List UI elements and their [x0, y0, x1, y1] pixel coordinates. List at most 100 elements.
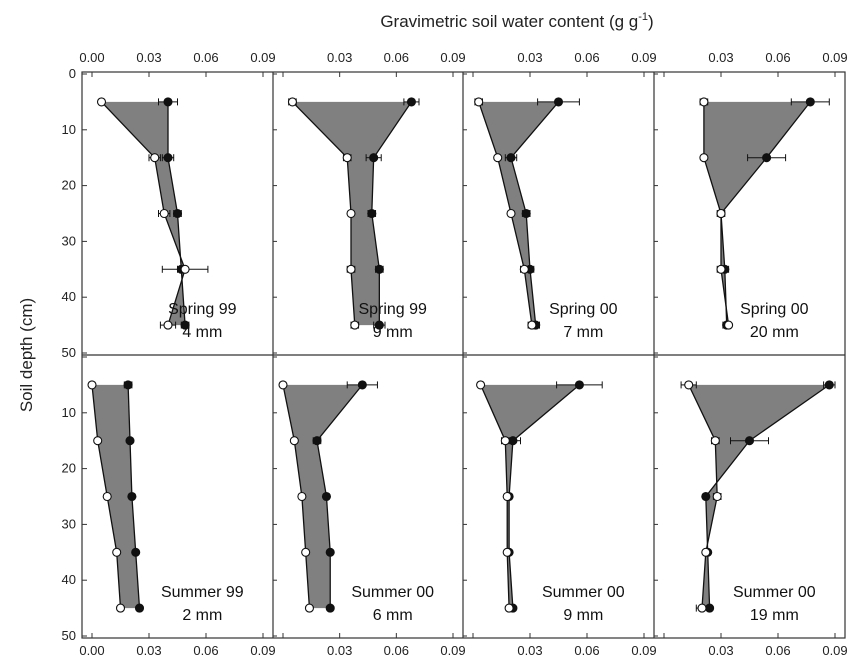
open-point: [180, 264, 190, 274]
open-point: [96, 97, 107, 107]
shaded-area: [703, 101, 811, 326]
panel-amount-label: 7 mm: [563, 324, 603, 341]
panel-5: Summer 99 2 mm: [87, 380, 244, 624]
y-tick-label: 50: [62, 628, 76, 643]
y-tick-label: 20: [62, 461, 76, 476]
open-point: [350, 320, 360, 330]
filled-point: [172, 208, 183, 219]
panel-season-label: Spring 99: [168, 301, 237, 318]
open-point: [297, 491, 307, 502]
filled-point: [180, 320, 190, 330]
x-tick-label-top: 0.06: [574, 50, 599, 65]
y-tick-label: 0: [69, 66, 76, 81]
panel-amount-label: 2 mm: [182, 607, 222, 624]
open-point: [102, 491, 112, 502]
open-point: [342, 153, 352, 163]
x-tick-label-top: 0.09: [822, 50, 847, 65]
panel-amount-label: 9 mm: [563, 607, 603, 624]
open-point: [493, 153, 503, 163]
filled-point: [127, 491, 137, 502]
open-point: [699, 153, 709, 163]
x-tick-label-top: 0.00: [79, 50, 104, 65]
filled-point: [163, 153, 173, 163]
filled-point: [357, 380, 367, 390]
filled-point: [406, 97, 416, 107]
filled-point: [163, 97, 173, 107]
filled-point: [744, 436, 755, 446]
filled-point: [506, 153, 516, 163]
shaded-area: [688, 384, 830, 609]
x-tick-label-top: 0.09: [250, 50, 275, 65]
open-point: [301, 547, 311, 557]
open-point: [476, 380, 486, 390]
panel-1: Spring 99 4 mm: [96, 97, 237, 341]
shaded-area: [101, 101, 186, 326]
open-point: [502, 547, 512, 557]
filled-point: [374, 320, 384, 330]
x-tick-label-top: 0.03: [517, 50, 542, 65]
filled-point: [321, 491, 331, 502]
filled-point: [312, 436, 322, 446]
x-tick-label-bottom: 0.09: [822, 643, 847, 658]
panel-amount-label: 19 mm: [750, 607, 799, 624]
open-point: [697, 603, 707, 613]
open-point: [502, 491, 512, 502]
open-point: [289, 436, 299, 446]
filled-point: [574, 380, 584, 390]
filled-point: [369, 153, 379, 163]
open-point: [304, 603, 314, 613]
open-point: [701, 547, 711, 557]
open-point: [716, 264, 726, 274]
y-tick-label: 50: [62, 345, 76, 360]
panel-amount-label: 9 mm: [373, 324, 413, 341]
open-point: [346, 208, 356, 219]
open-point: [712, 491, 722, 502]
panel-3: Spring 00 7 mm: [474, 97, 618, 341]
x-tick-label-bottom: 0.03: [136, 643, 161, 658]
open-point: [112, 547, 122, 557]
open-point: [87, 380, 97, 390]
panel-season-label: Spring 00: [549, 301, 618, 318]
panel-season-label: Summer 00: [351, 584, 434, 601]
panel-2: Spring 99 9 mm: [287, 97, 427, 341]
x-axis-title-superscript: -1: [638, 11, 648, 23]
y-tick-label: 10: [62, 405, 76, 420]
open-point: [527, 320, 537, 330]
filled-point: [134, 603, 145, 613]
filled-point: [325, 603, 335, 613]
open-point: [474, 97, 484, 107]
x-tick-label-bottom: 0.03: [327, 643, 352, 658]
open-point: [159, 208, 169, 219]
x-tick-label-bottom: 0.00: [79, 643, 104, 658]
open-point: [684, 380, 694, 390]
y-tick-label: 20: [62, 178, 76, 193]
panel-season-label: Spring 00: [740, 301, 809, 318]
open-point: [519, 264, 529, 274]
filled-point: [701, 491, 711, 502]
filled-point: [125, 436, 135, 446]
x-tick-label-bottom: 0.06: [765, 643, 790, 658]
x-tick-label-top: 0.03: [708, 50, 733, 65]
open-point: [93, 436, 103, 446]
filled-point: [131, 547, 141, 557]
filled-point: [705, 603, 715, 613]
filled-point: [374, 264, 384, 274]
filled-point: [123, 380, 133, 390]
x-tick-label-top: 0.03: [327, 50, 352, 65]
open-point: [724, 320, 734, 330]
filled-point: [325, 547, 335, 557]
open-point: [504, 603, 514, 613]
x-tick-label-bottom: 0.09: [631, 643, 656, 658]
open-point: [710, 436, 720, 446]
panel-season-label: Spring 99: [358, 301, 427, 318]
panel-amount-label: 6 mm: [373, 607, 413, 624]
open-point: [500, 436, 510, 446]
x-tick-label-top: 0.06: [384, 50, 409, 65]
x-tick-label-top: 0.09: [631, 50, 656, 65]
x-tick-label-bottom: 0.03: [708, 643, 733, 658]
x-tick-label-top: 0.06: [765, 50, 790, 65]
panel-amount-label: 4 mm: [182, 324, 222, 341]
x-axis-title: Gravimetric soil water content (g g-1): [380, 11, 653, 31]
x-tick-label-top: 0.03: [136, 50, 161, 65]
filled-point: [762, 153, 772, 163]
